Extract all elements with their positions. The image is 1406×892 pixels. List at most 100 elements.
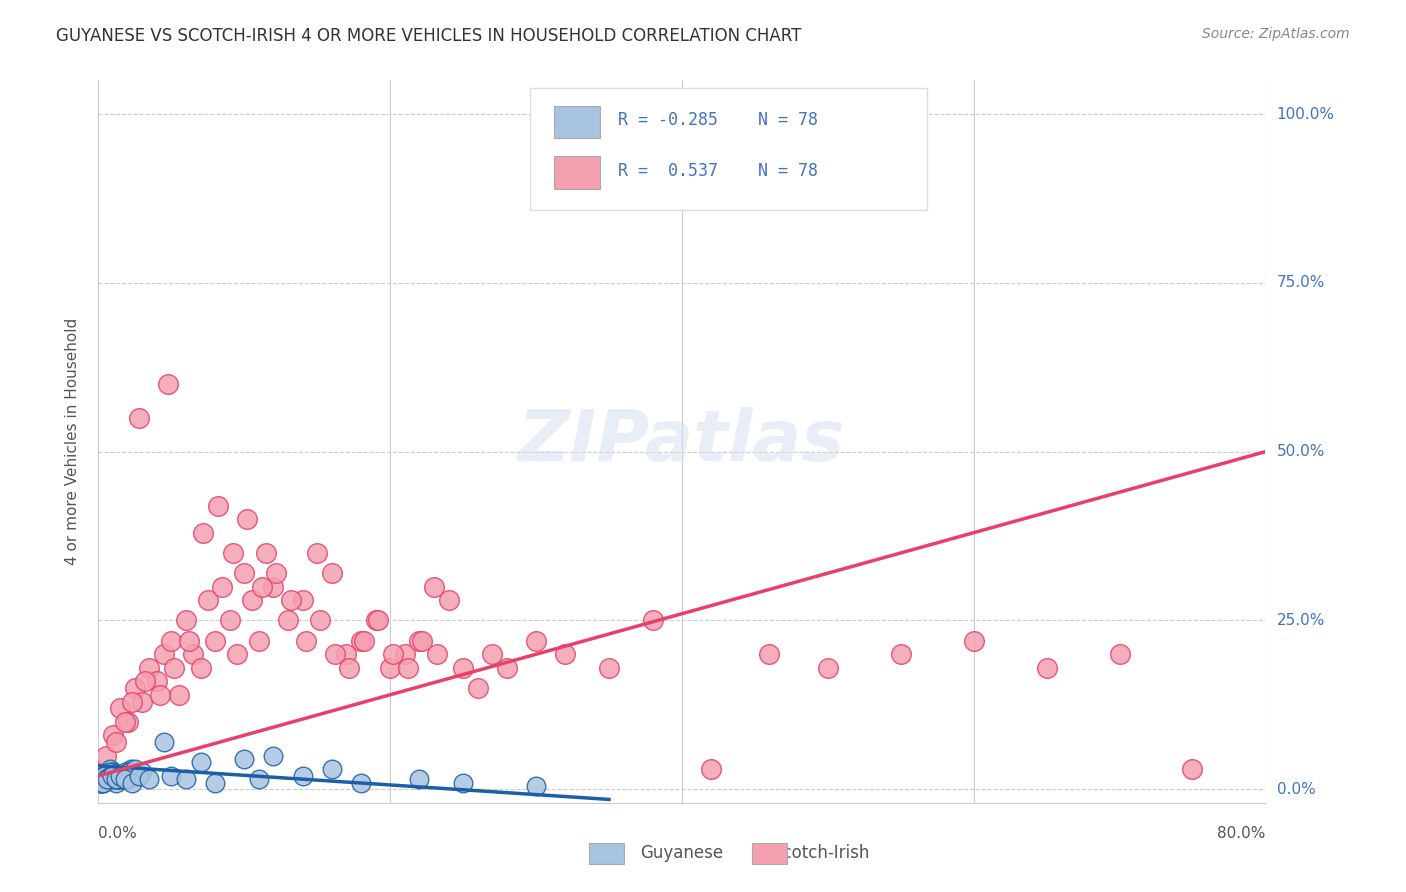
Point	[101, 769, 124, 783]
Point	[524, 779, 547, 793]
Point	[110, 772, 132, 787]
Point	[467, 681, 489, 695]
Point	[114, 772, 136, 787]
Point	[280, 593, 302, 607]
Point	[641, 614, 664, 628]
Text: 80.0%: 80.0%	[1218, 826, 1265, 841]
Point	[496, 661, 519, 675]
Point	[411, 633, 433, 648]
Text: R =  0.537    N = 78: R = 0.537 N = 78	[617, 161, 818, 179]
Point	[167, 688, 190, 702]
Point	[160, 769, 183, 783]
Point	[89, 772, 111, 787]
Point	[105, 772, 128, 787]
Point	[408, 772, 430, 787]
Point	[97, 769, 120, 783]
Point	[128, 769, 150, 783]
Point	[96, 772, 118, 787]
Point	[153, 735, 176, 749]
Y-axis label: 4 or more Vehicles in Household: 4 or more Vehicles in Household	[65, 318, 80, 566]
Point	[263, 580, 285, 594]
Text: ZIPatlas: ZIPatlas	[519, 407, 845, 476]
Point	[110, 769, 132, 783]
Point	[353, 633, 375, 648]
Point	[97, 765, 120, 780]
Point	[94, 772, 117, 787]
Text: 75.0%: 75.0%	[1277, 276, 1324, 291]
Point	[323, 647, 346, 661]
Point	[91, 775, 114, 789]
Point	[263, 748, 285, 763]
Text: 0.0%: 0.0%	[98, 826, 138, 841]
Point	[380, 661, 402, 675]
Point	[100, 769, 122, 783]
Point	[197, 593, 219, 607]
Point	[190, 756, 212, 770]
Point	[131, 765, 153, 780]
Point	[122, 769, 145, 783]
Point	[211, 580, 233, 594]
Point	[124, 681, 146, 695]
Point	[247, 633, 270, 648]
Point	[89, 772, 111, 787]
Point	[163, 661, 186, 675]
Point	[962, 633, 984, 648]
Point	[554, 647, 576, 661]
Point	[174, 772, 197, 787]
Point	[98, 769, 121, 783]
Point	[96, 772, 118, 787]
Point	[103, 769, 125, 783]
Point	[335, 647, 357, 661]
Point	[218, 614, 240, 628]
Point	[277, 614, 299, 628]
Point	[121, 765, 143, 780]
Point	[114, 714, 136, 729]
Point	[121, 775, 143, 789]
Point	[108, 769, 131, 783]
Point	[90, 775, 112, 789]
Point	[114, 765, 136, 780]
Point	[100, 772, 122, 787]
Point	[110, 701, 132, 715]
Point	[93, 769, 115, 783]
Text: 50.0%: 50.0%	[1277, 444, 1324, 459]
Point	[93, 772, 115, 787]
Text: R = -0.285    N = 78: R = -0.285 N = 78	[617, 111, 818, 129]
Point	[128, 411, 150, 425]
Point	[451, 775, 474, 789]
Point	[207, 499, 229, 513]
Point	[451, 661, 474, 675]
Point	[1108, 647, 1130, 661]
Point	[93, 769, 115, 783]
Point	[294, 633, 316, 648]
Point	[153, 647, 176, 661]
Point	[120, 769, 142, 783]
Point	[394, 647, 416, 661]
Text: 25.0%: 25.0%	[1277, 613, 1324, 628]
Point	[481, 647, 503, 661]
Point	[90, 775, 112, 789]
Point	[117, 769, 139, 783]
Point	[103, 769, 125, 783]
Point	[1181, 762, 1204, 776]
Point	[94, 772, 117, 787]
Point	[101, 765, 124, 780]
Point	[247, 772, 270, 787]
Point	[174, 614, 197, 628]
Point	[104, 772, 127, 787]
Point	[111, 769, 134, 783]
Point	[115, 772, 138, 787]
Point	[114, 772, 136, 787]
Point	[94, 748, 117, 763]
Point	[118, 765, 141, 780]
Point	[138, 661, 160, 675]
Point	[104, 775, 127, 789]
Point	[105, 769, 128, 783]
Point	[408, 633, 430, 648]
Point	[598, 661, 620, 675]
Point	[193, 525, 215, 540]
Point	[177, 633, 200, 648]
FancyBboxPatch shape	[554, 156, 600, 189]
Point	[221, 546, 243, 560]
Point	[110, 769, 132, 783]
